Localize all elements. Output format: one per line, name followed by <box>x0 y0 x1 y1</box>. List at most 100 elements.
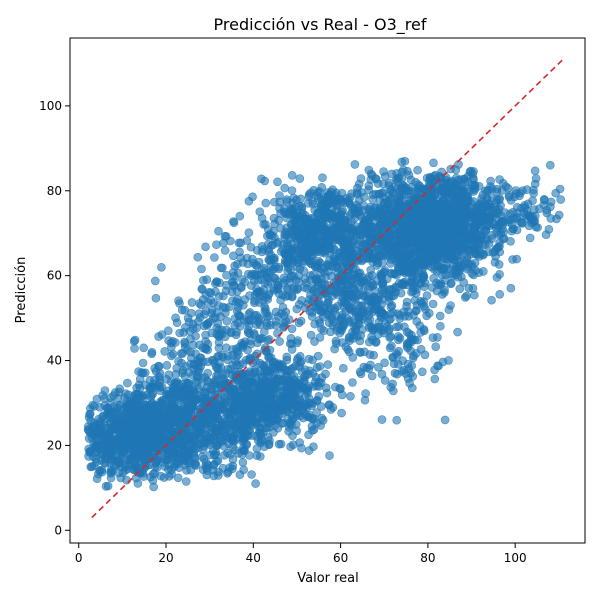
data-point <box>286 246 296 255</box>
data-point <box>211 425 221 435</box>
data-point <box>477 232 487 241</box>
data-point <box>267 231 277 241</box>
data-point <box>354 179 364 189</box>
data-point <box>287 186 297 195</box>
data-point <box>284 427 294 436</box>
data-point <box>243 259 253 269</box>
data-point <box>310 262 320 271</box>
data-point <box>506 237 515 246</box>
data-point <box>399 307 409 317</box>
data-point <box>223 409 232 419</box>
data-point <box>462 291 471 301</box>
data-point <box>182 405 191 414</box>
data-point <box>328 403 338 412</box>
data-point <box>379 167 388 176</box>
data-point <box>358 224 368 234</box>
data-point <box>271 307 281 317</box>
data-point <box>396 183 406 192</box>
data-point <box>322 388 332 398</box>
data-point <box>258 413 268 422</box>
data-point <box>313 247 323 256</box>
data-point <box>441 276 450 285</box>
data-point <box>180 339 190 348</box>
data-point <box>471 222 481 231</box>
data-point <box>313 351 323 361</box>
data-point <box>534 204 544 213</box>
data-point <box>407 383 417 393</box>
data-point <box>238 457 248 467</box>
data-point <box>252 261 261 270</box>
data-point <box>327 314 336 324</box>
data-point <box>287 345 297 354</box>
data-point <box>315 318 325 328</box>
data-point <box>292 195 301 205</box>
x-tick-label: 80 <box>420 551 435 565</box>
data-point <box>348 353 358 362</box>
data-point <box>84 452 93 461</box>
data-point <box>304 446 314 455</box>
data-point <box>306 330 316 340</box>
data-point <box>194 365 204 374</box>
data-point <box>235 211 245 221</box>
data-point <box>357 188 366 197</box>
data-point <box>351 325 360 335</box>
data-point <box>155 378 164 388</box>
data-point <box>269 213 279 223</box>
data-point <box>222 280 231 290</box>
data-point <box>245 291 254 300</box>
data-point <box>290 284 299 294</box>
x-tick-label: 20 <box>158 551 173 565</box>
data-point <box>233 303 243 312</box>
data-point <box>230 271 239 281</box>
data-point <box>474 245 483 255</box>
chart-title: Predicción vs Real - O3_ref <box>214 15 427 35</box>
data-point <box>268 401 278 411</box>
data-point <box>371 211 381 220</box>
data-point <box>495 195 504 205</box>
data-point <box>197 413 206 423</box>
data-point <box>495 219 504 229</box>
data-point <box>221 343 231 353</box>
data-point <box>175 328 184 338</box>
data-point <box>304 256 314 266</box>
data-point <box>312 395 322 405</box>
data-point <box>147 390 156 399</box>
data-point <box>455 284 465 294</box>
data-point <box>291 202 300 212</box>
data-point <box>337 234 347 243</box>
data-point <box>151 293 161 303</box>
data-point <box>440 285 449 295</box>
data-point <box>214 343 224 353</box>
data-point <box>225 302 234 312</box>
data-point <box>335 328 345 338</box>
data-point <box>203 368 212 378</box>
data-point <box>201 344 211 353</box>
data-point <box>275 204 284 213</box>
data-point <box>354 301 363 310</box>
data-point <box>195 357 204 367</box>
data-point <box>223 364 233 374</box>
data-point <box>121 460 131 470</box>
data-point <box>242 430 252 440</box>
data-point <box>143 408 153 418</box>
data-point <box>97 465 107 475</box>
data-point <box>317 373 327 382</box>
data-point <box>261 423 271 433</box>
data-point <box>425 256 434 266</box>
data-point <box>252 388 262 398</box>
data-point <box>437 205 447 214</box>
data-point <box>266 250 275 259</box>
data-point <box>91 454 101 464</box>
data-point <box>431 342 441 352</box>
data-point <box>242 404 252 414</box>
data-point <box>439 244 449 253</box>
data-point <box>214 370 223 380</box>
data-point <box>162 360 172 370</box>
data-point <box>279 318 289 328</box>
data-point <box>413 165 422 175</box>
data-point <box>364 185 373 195</box>
data-point <box>229 378 239 388</box>
data-point <box>430 374 440 384</box>
data-point <box>131 394 141 403</box>
data-point <box>314 382 324 391</box>
